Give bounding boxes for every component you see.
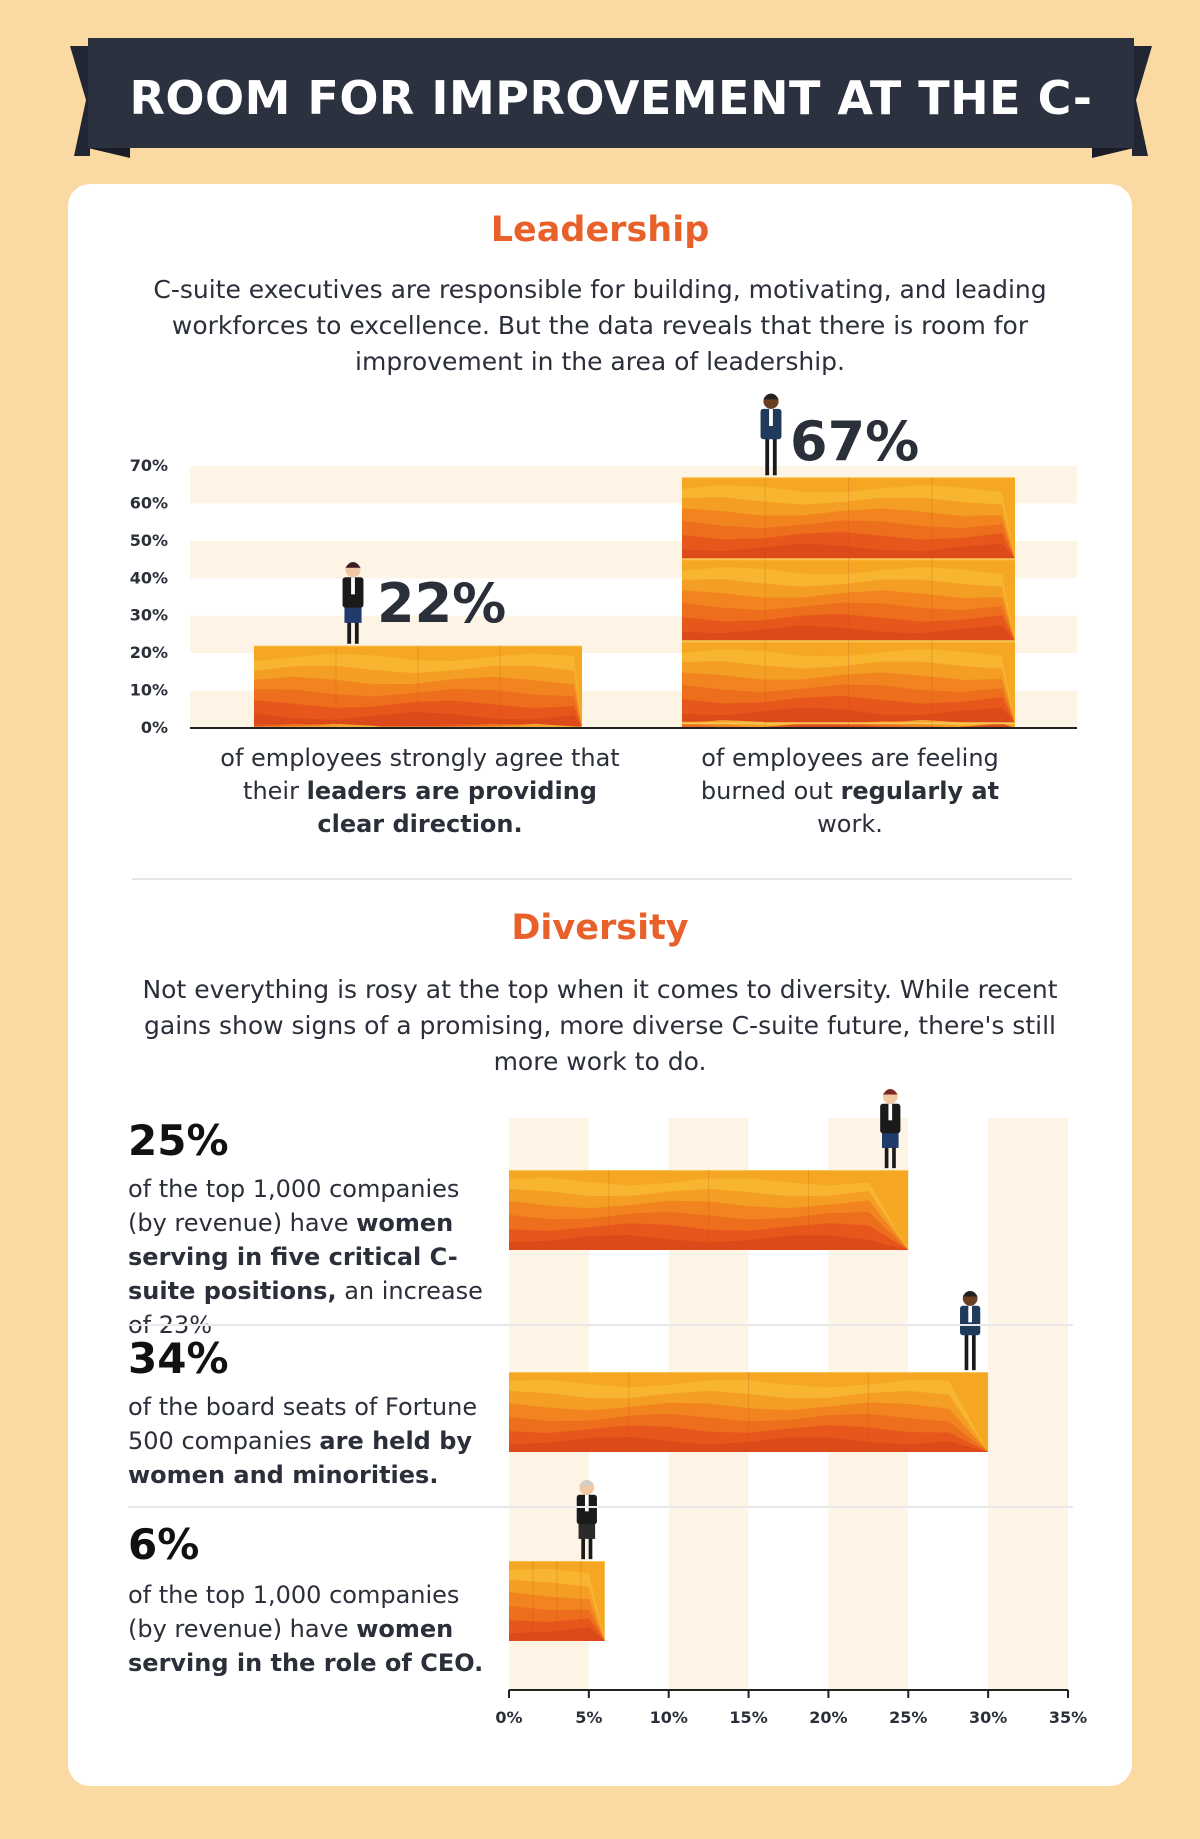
y-tick-label: 70%: [130, 456, 168, 475]
diversity-figure-1: [880, 1089, 901, 1169]
banner-ribbon: [70, 38, 1152, 158]
caption-2-bold: regularly at: [840, 777, 1000, 805]
x-tick-label: 20%: [809, 1708, 847, 1727]
leadership-bar-1: [254, 645, 582, 729]
y-tick-label: 50%: [130, 531, 168, 550]
chart-band: [988, 1118, 1068, 1690]
diversity-title: Diversity: [511, 908, 689, 948]
caption-2-text: of employees are feeling burned out: [700, 744, 999, 805]
leadership-intro: C-suite executives are responsible for b…: [153, 275, 1047, 376]
caption-2-post: work.: [817, 810, 883, 838]
diversity-bar-1: [509, 1170, 909, 1250]
diversity-intro: Not everything is rosy at the top when i…: [142, 975, 1058, 1076]
y-tick-label: 40%: [130, 568, 168, 587]
y-tick-label: 60%: [130, 493, 168, 512]
diversity-text-2-pre: of the board seats of Fortune 500 compan…: [128, 1393, 478, 1455]
y-tick-label: 30%: [130, 606, 168, 625]
leadership-bar-2: [682, 477, 1015, 728]
bar-caption-1: of employees strongly agree that their l…: [220, 742, 620, 841]
bar-value-label-2: 67%: [790, 410, 920, 473]
x-tick-label: 0%: [495, 1708, 522, 1727]
y-tick-label: 0%: [141, 718, 168, 737]
diversity-text-2: of the board seats of Fortune 500 compan…: [128, 1390, 498, 1492]
caption-1-bold: leaders are providing clear direction.: [306, 777, 597, 838]
x-tick-label: 5%: [575, 1708, 602, 1727]
y-tick-label: 10%: [130, 681, 168, 700]
row-divider-2: [128, 1506, 1073, 1508]
bar-caption-2: of employees are feeling burned out regu…: [690, 742, 1010, 841]
diversity-text-1: of the top 1,000 companies (by revenue) …: [128, 1172, 498, 1342]
x-tick-label: 25%: [889, 1708, 927, 1727]
caption-1-text: of employees strongly agree that their: [220, 744, 620, 805]
diversity-text-1-post: an increase of 23%: [128, 1277, 483, 1339]
diversity-text-3-pre: of the top 1,000 companies (by revenue) …: [128, 1581, 460, 1643]
content-card: [68, 184, 1132, 1786]
diversity-pct-1: 25%: [128, 1116, 229, 1165]
leadership-title: Leadership: [490, 210, 710, 250]
section-divider: [132, 878, 1072, 880]
diversity-figure-2: [960, 1291, 981, 1371]
man-figure-1: [760, 393, 782, 476]
y-tick-label: 20%: [130, 643, 168, 662]
diversity-bar-2: [509, 1372, 989, 1452]
x-tick-label: 35%: [1049, 1708, 1087, 1727]
x-tick-label: 15%: [729, 1708, 767, 1727]
diversity-text-2-bold: are held by women and minorities.: [128, 1427, 473, 1489]
diversity-figure-3: [576, 1480, 597, 1560]
diversity-text-1-pre: of the top 1,000 companies (by revenue) …: [128, 1175, 460, 1237]
x-tick-label: 10%: [650, 1708, 688, 1727]
diversity-text-1-bold: women serving in five critical C-suite p…: [128, 1209, 458, 1305]
bar-value-label-1: 22%: [377, 572, 507, 635]
woman-figure-1: [342, 562, 364, 644]
row-divider-1: [128, 1324, 1073, 1326]
x-tick-label: 30%: [969, 1708, 1007, 1727]
diversity-text-3: of the top 1,000 companies (by revenue) …: [128, 1578, 498, 1680]
diversity-pct-3: 6%: [128, 1520, 200, 1569]
diversity-text-3-bold: women serving in the role of CEO.: [128, 1615, 484, 1677]
diversity-pct-2: 34%: [128, 1334, 229, 1383]
diversity-bar-3: [509, 1561, 605, 1641]
